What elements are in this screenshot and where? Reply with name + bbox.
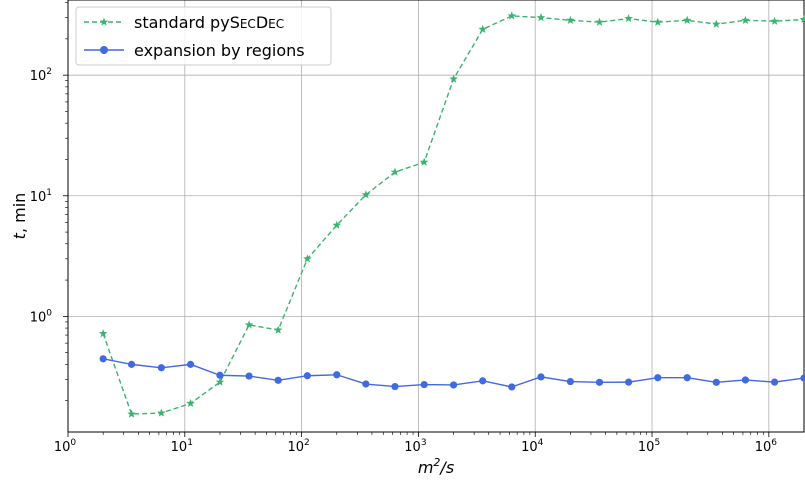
data-point-star	[507, 11, 517, 20]
data-point-star	[712, 19, 721, 28]
x-tick-label: 100	[54, 438, 77, 455]
data-point-circle	[741, 376, 749, 384]
data-point-star	[244, 320, 254, 329]
data-point-star	[215, 377, 225, 386]
data-point-circle	[186, 360, 195, 368]
data-point-star	[157, 408, 166, 417]
data-point-circle	[800, 374, 805, 382]
legend: standard pySECDEC expansion by regions	[75, 6, 332, 66]
y-tick-label: 100	[30, 308, 53, 325]
data-point-circle	[157, 364, 165, 372]
data-point-star	[361, 190, 371, 199]
data-point-circle	[245, 372, 253, 380]
x-axis-label: m2/s	[418, 456, 454, 477]
data-point-circle	[683, 374, 691, 382]
data-point-circle	[479, 377, 487, 385]
data-point-star	[98, 329, 108, 338]
plot-frame	[67, 0, 805, 433]
series-lines	[98, 11, 805, 418]
y-tick-label: 101	[30, 188, 52, 205]
legend-label-regions: expansion by regions	[134, 41, 305, 60]
legend-star-icon	[99, 17, 109, 26]
data-point-circle	[595, 378, 604, 386]
data-point-circle	[127, 360, 136, 368]
y-tick-label: 102	[30, 67, 52, 84]
x-tick-label: 103	[404, 438, 426, 455]
legend-circle-icon	[100, 46, 108, 54]
data-point-circle	[537, 373, 545, 381]
legend-label-standard: standard pySECDEC	[134, 13, 284, 32]
data-point-star	[390, 167, 400, 176]
x-tick-label: 104	[521, 438, 544, 455]
data-point-star	[332, 220, 342, 229]
data-point-star	[127, 409, 136, 418]
data-point-star	[419, 157, 429, 166]
data-point-star	[624, 14, 633, 23]
data-point-circle	[770, 378, 779, 386]
data-point-star	[303, 254, 312, 263]
data-point-star	[449, 74, 458, 83]
data-point-star	[595, 17, 604, 26]
data-point-star	[566, 15, 575, 24]
data-point-circle	[712, 378, 720, 386]
x-axis-label-exponent: 2	[433, 456, 440, 469]
data-point-circle	[274, 376, 282, 384]
x-tick-label: 106	[755, 438, 778, 455]
data-point-circle	[362, 380, 370, 388]
legend-box	[75, 6, 332, 66]
x-tick-label: 101	[171, 438, 193, 455]
grid-lines	[67, 0, 804, 432]
data-point-star	[478, 24, 487, 33]
data-point-circle	[420, 380, 428, 389]
data-point-circle	[303, 372, 311, 380]
data-point-circle	[216, 371, 224, 379]
data-point-circle	[566, 377, 574, 386]
data-point-star	[186, 398, 195, 408]
data-point-circle	[508, 383, 516, 391]
data-point-star	[741, 15, 750, 24]
data-point-star	[770, 16, 779, 25]
y-axis-label: t, min	[10, 193, 29, 240]
data-point-star	[799, 14, 805, 24]
x-tick-label: 105	[638, 438, 660, 455]
data-point-circle	[624, 378, 633, 386]
data-point-circle	[654, 374, 662, 382]
data-point-circle	[391, 382, 399, 391]
data-point-circle	[99, 355, 107, 363]
data-point-circle	[449, 381, 458, 389]
data-point-star	[682, 15, 692, 24]
axis-ticks: 100 101 102 103 104 105 106 100 101 102	[30, 2, 778, 455]
data-point-star	[536, 13, 546, 22]
data-point-circle	[333, 371, 341, 379]
data-point-star	[273, 325, 283, 334]
x-tick-label: 102	[287, 438, 309, 455]
data-point-star	[653, 17, 663, 26]
